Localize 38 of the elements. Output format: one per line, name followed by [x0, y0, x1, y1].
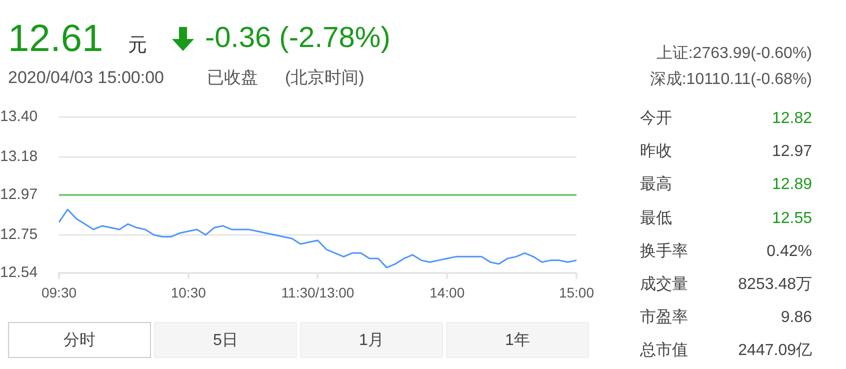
text: 最低 [640, 210, 672, 227]
text: 昨收 [640, 143, 672, 160]
text: 2447.09亿 [738, 342, 812, 360]
time-range-tab: 5日 [154, 322, 297, 358]
text: 上证:2763.99(-0.60%) [656, 45, 812, 62]
text: 0.42% [766, 242, 812, 260]
time-range-tab: 1年 [446, 322, 589, 358]
text: 9.86 [780, 309, 812, 326]
time-range-tab: 分时 [8, 322, 151, 358]
text: 8253.48万 [738, 276, 812, 293]
text: 市盈率 [640, 309, 688, 326]
text: 换手率 [640, 242, 688, 260]
chart-title: 12.61 [8, 18, 104, 60]
text: 成交量 [640, 276, 688, 293]
y-tick-label: 13.18 [0, 148, 38, 166]
y-tick-label: 12.54 [0, 264, 38, 282]
x-tick-label: 09:30 [41, 284, 77, 300]
text: -0.36 (-2.78%) [205, 22, 390, 54]
text: 元 [128, 35, 147, 56]
text: 2020/04/03 15:00:00 [8, 68, 164, 87]
text: 已收盘 [207, 68, 258, 87]
text: 今开 [640, 110, 672, 127]
text: 12.97 [772, 143, 812, 160]
y-tick-label: 13.40 [0, 108, 38, 126]
x-tick-label: 15:00 [558, 284, 594, 300]
text: 深成:10110.11(-0.68%) [650, 71, 812, 88]
x-tick-label: 10:30 [170, 284, 206, 300]
text: 12.82 [772, 110, 812, 127]
y-tick-label: 12.97 [0, 186, 38, 204]
x-tick-label: 11:30/13:00 [281, 284, 354, 300]
text: 总市值 [640, 342, 688, 360]
text: 最高 [640, 176, 672, 194]
x-tick-label: 14:00 [430, 284, 465, 300]
text: 12.55 [772, 210, 812, 227]
text: 12.89 [772, 176, 812, 194]
time-range-tab: 1月 [300, 322, 443, 358]
text: (北京时间) [285, 68, 364, 87]
y-tick-label: 12.75 [0, 226, 38, 244]
